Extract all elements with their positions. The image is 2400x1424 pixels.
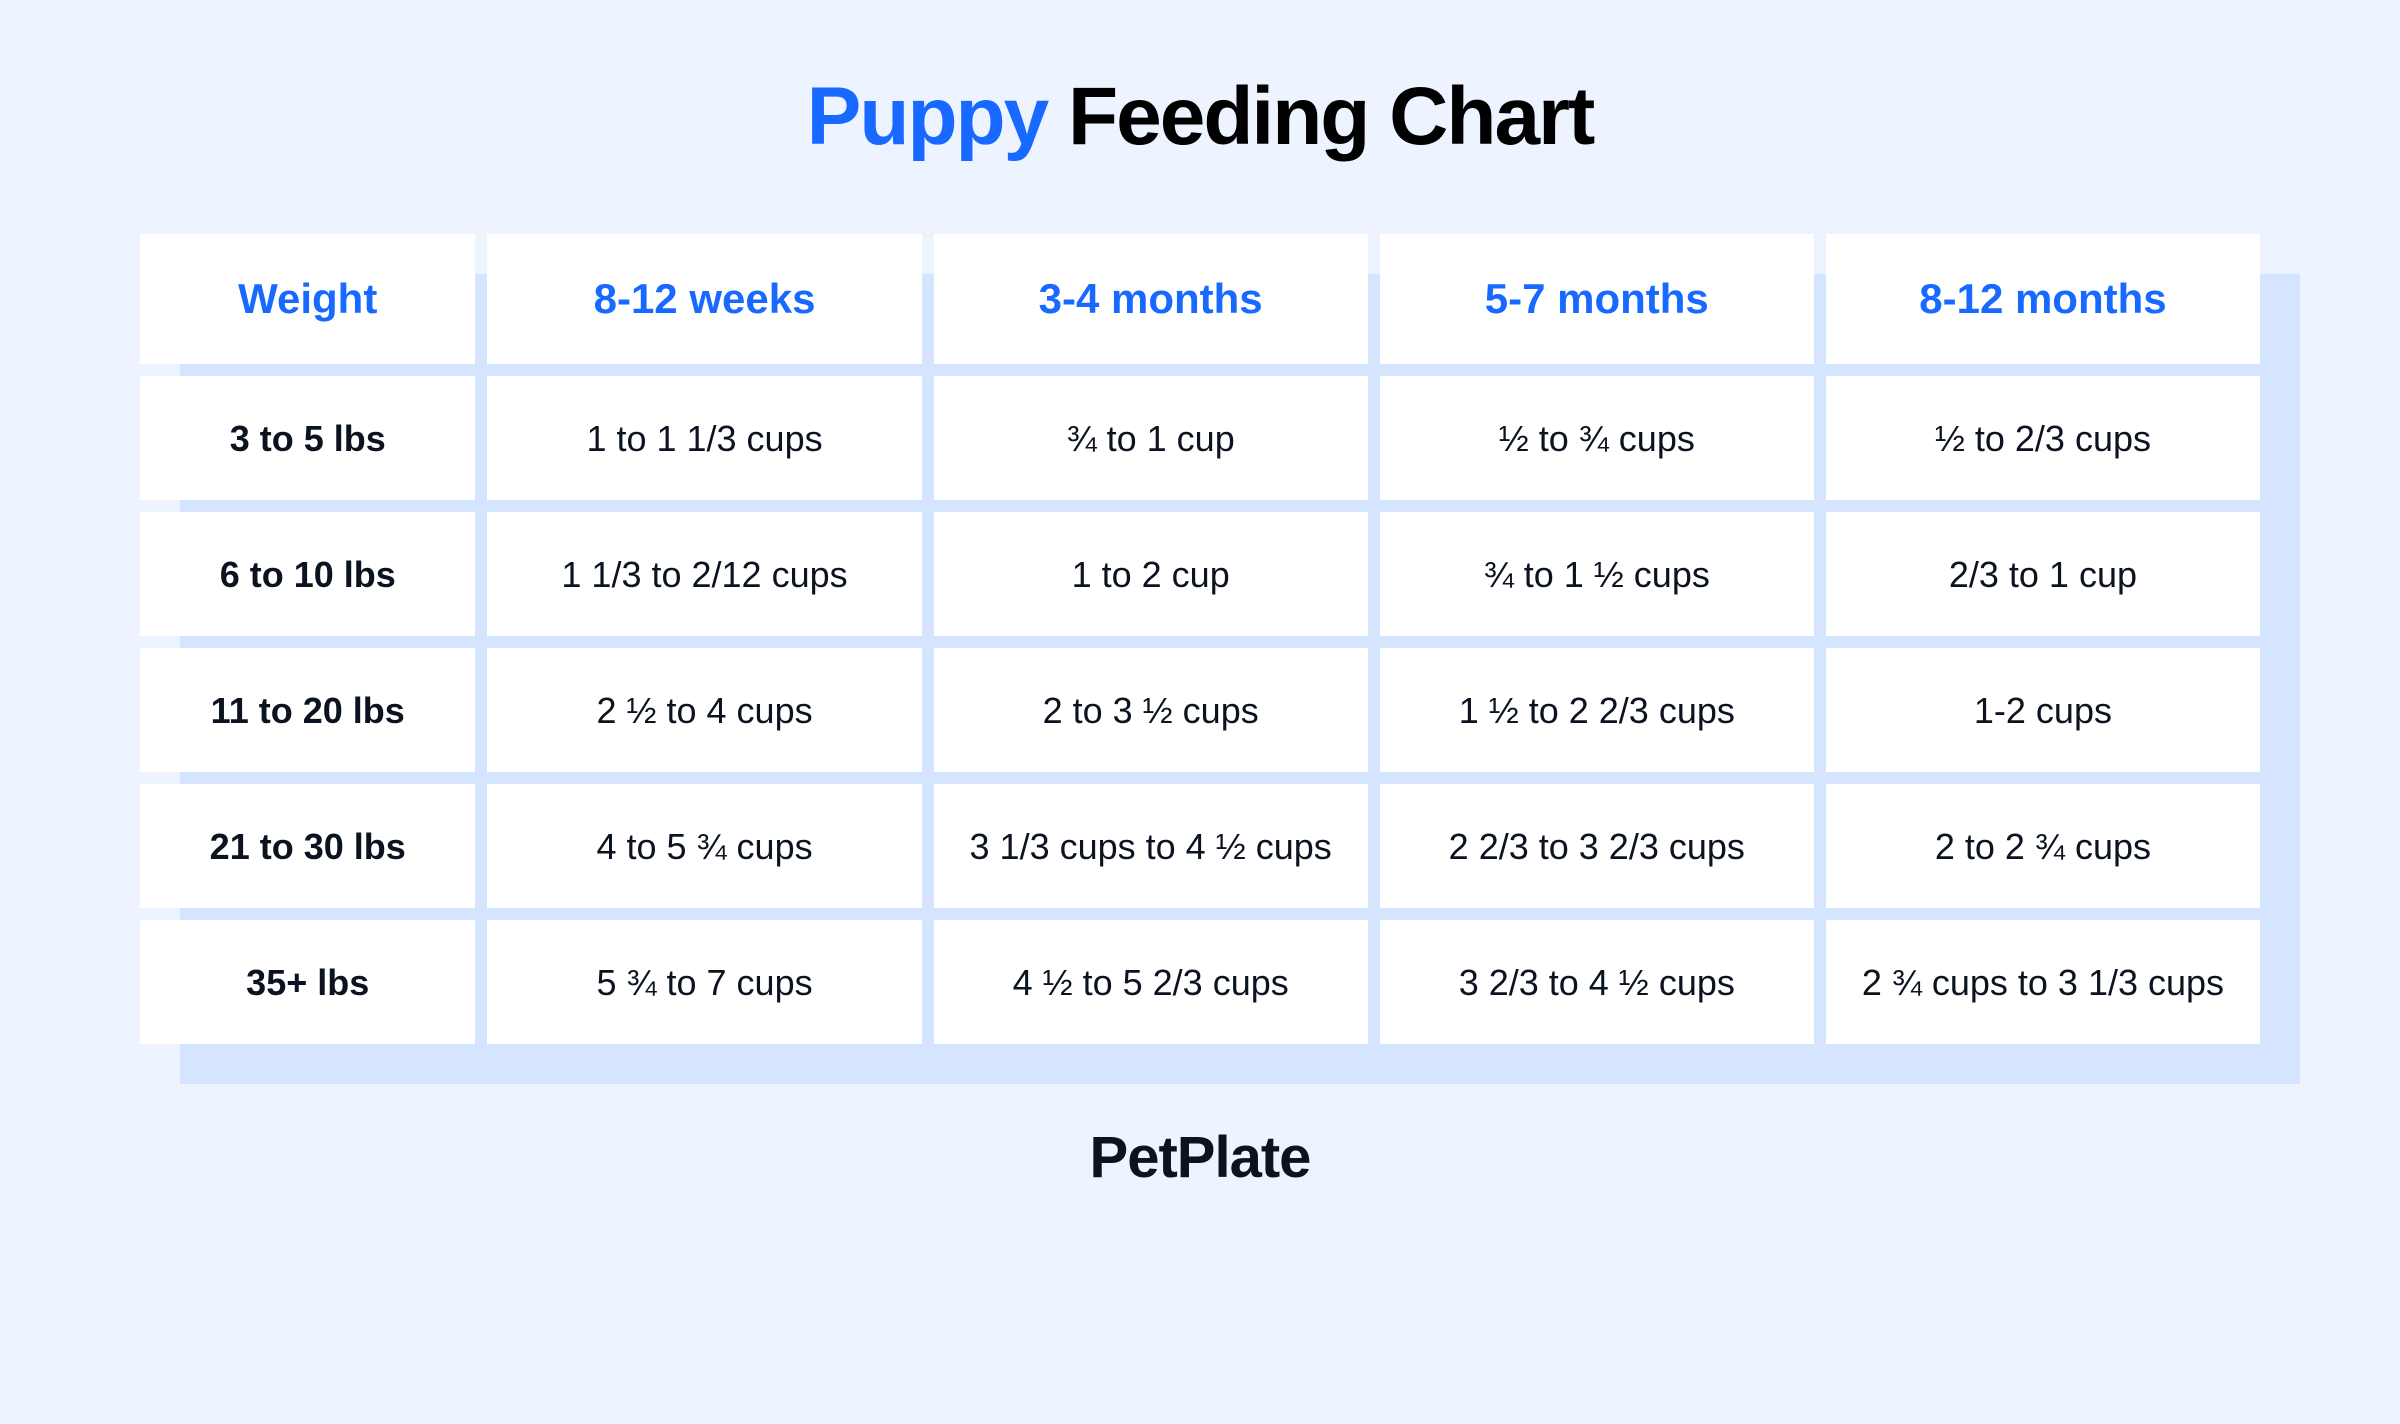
- row-label: 11 to 20 lbs: [140, 648, 475, 772]
- data-cell: 1 1/3 to 2/12 cups: [487, 512, 921, 636]
- data-cell: 2 ¾ cups to 3 1/3 cups: [1826, 920, 2260, 1044]
- data-cell: 2 to 3 ½ cups: [934, 648, 1368, 772]
- column-header: Weight: [140, 234, 475, 364]
- brand-logo: PetPlate: [1090, 1124, 1311, 1191]
- data-cell: 3 1/3 cups to 4 ½ cups: [934, 784, 1368, 908]
- feeding-table: Weight8-12 weeks3-4 months5-7 months8-12…: [140, 234, 2260, 1044]
- data-cell: 1 to 2 cup: [934, 512, 1368, 636]
- column-header: 8-12 weeks: [487, 234, 921, 364]
- data-cell: 2/3 to 1 cup: [1826, 512, 2260, 636]
- data-cell: 1 to 1 1/3 cups: [487, 376, 921, 500]
- data-cell: 2 to 2 ¾ cups: [1826, 784, 2260, 908]
- data-cell: 1 ½ to 2 2/3 cups: [1380, 648, 1814, 772]
- data-cell: 1-2 cups: [1826, 648, 2260, 772]
- column-header: 3-4 months: [934, 234, 1368, 364]
- title-accent-word: Puppy: [807, 71, 1048, 162]
- data-cell: 4 to 5 ¾ cups: [487, 784, 921, 908]
- data-cell: 5 ¾ to 7 cups: [487, 920, 921, 1044]
- data-cell: 2 2/3 to 3 2/3 cups: [1380, 784, 1814, 908]
- data-cell: 3 2/3 to 4 ½ cups: [1380, 920, 1814, 1044]
- title-rest: Feeding Chart: [1068, 71, 1593, 162]
- data-cell: ¾ to 1 cup: [934, 376, 1368, 500]
- data-cell: ½ to ¾ cups: [1380, 376, 1814, 500]
- data-cell: ½ to 2/3 cups: [1826, 376, 2260, 500]
- page-title: Puppy Feeding Chart: [807, 70, 1594, 164]
- row-label: 6 to 10 lbs: [140, 512, 475, 636]
- data-cell: 4 ½ to 5 2/3 cups: [934, 920, 1368, 1044]
- column-header: 8-12 months: [1826, 234, 2260, 364]
- row-label: 35+ lbs: [140, 920, 475, 1044]
- feeding-table-wrapper: Weight8-12 weeks3-4 months5-7 months8-12…: [140, 234, 2260, 1044]
- data-cell: ¾ to 1 ½ cups: [1380, 512, 1814, 636]
- column-header: 5-7 months: [1380, 234, 1814, 364]
- row-label: 21 to 30 lbs: [140, 784, 475, 908]
- row-label: 3 to 5 lbs: [140, 376, 475, 500]
- data-cell: 2 ½ to 4 cups: [487, 648, 921, 772]
